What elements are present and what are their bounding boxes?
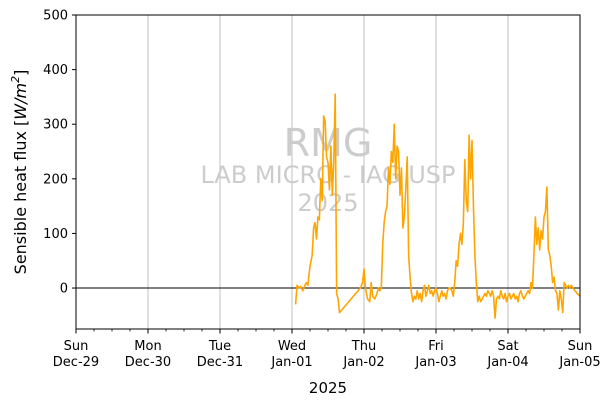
y-axis-label-exponent: 2 [9,76,22,83]
x-tick-date-5: Jan-03 [414,355,456,370]
y-axis-label-text: Sensible heat flux [ [11,120,30,275]
x-tick-date-7: Jan-05 [558,355,600,370]
x-axis: SunDec-29MonDec-30TueDec-31WedJan-01ThuJ… [53,329,601,370]
x-tick-day-1: Mon [134,339,161,354]
y-tick-label-100: 100 [43,227,68,242]
x-tick-date-3: Jan-01 [270,355,312,370]
y-axis-label-close: ] [11,70,30,76]
x-tick-date-6: Jan-04 [486,355,528,370]
watermark-line-2: 2025 [297,189,358,217]
y-tick-label-200: 200 [43,172,68,187]
grid-layer [147,15,509,329]
y-axis-label-unit: W/m [11,83,30,120]
x-tick-day-2: Tue [208,339,231,354]
y-axis-label: Sensible heat flux [W/m2] [9,70,30,275]
x-tick-day-5: Fri [428,339,444,354]
x-tick-day-4: Thu [351,339,376,354]
x-tick-day-0: Sun [64,339,89,354]
watermark-line-0: RMG [284,121,373,165]
x-axis-label: 2025 [309,379,347,397]
y-tick-label-500: 500 [43,9,68,24]
y-tick-label-300: 300 [43,118,68,133]
x-tick-day-3: Wed [278,339,306,354]
x-tick-date-0: Dec-29 [53,355,99,370]
x-tick-day-6: Sat [497,339,518,354]
series-line-0 [294,93,581,319]
y-tick-label-400: 400 [43,63,68,78]
x-tick-day-7: Sun [568,339,593,354]
y-axis: 0 100 200 300 400 500 [43,9,76,297]
x-tick-date-4: Jan-02 [342,355,384,370]
y-tick-label-0: 0 [60,282,68,297]
x-tick-date-1: Dec-30 [125,355,171,370]
series-layer [294,93,581,319]
x-tick-date-2: Dec-31 [197,355,243,370]
